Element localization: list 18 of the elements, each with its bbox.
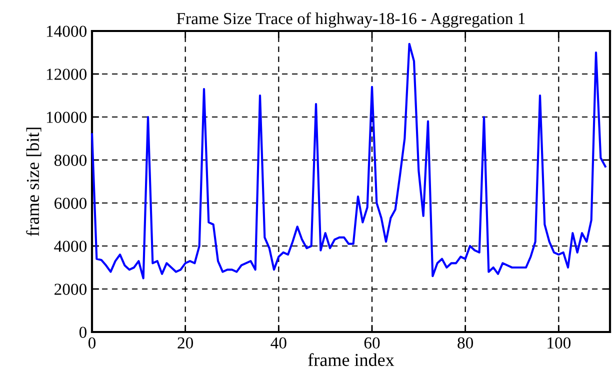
y-tick-label: 14000 (46, 26, 87, 37)
x-axis-title: frame index (308, 353, 394, 366)
x-tick-label: 60 (364, 337, 380, 349)
x-tick-label: 20 (178, 337, 194, 349)
y-tick-label: 10000 (46, 112, 87, 123)
y-tick-label: 8000 (54, 154, 87, 166)
x-tick-label: 80 (458, 337, 474, 349)
y-tick-label: 12000 (46, 68, 87, 80)
line-series (90, 42, 606, 280)
chart-title: Frame Size Trace of highway-18-16 - Aggregation 1 (176, 12, 525, 28)
y-axis-title: frame size [bit] (26, 128, 42, 236)
x-tick-label: 40 (270, 337, 286, 349)
x-tick-label: 0 (88, 337, 96, 349)
y-tick-label: 0 (79, 326, 87, 338)
y-tick-label: 2000 (54, 284, 87, 295)
y-tick-label: 6000 (54, 198, 87, 209)
x-tick-label: 100 (548, 337, 571, 349)
y-tick-label: 4000 (54, 240, 87, 252)
